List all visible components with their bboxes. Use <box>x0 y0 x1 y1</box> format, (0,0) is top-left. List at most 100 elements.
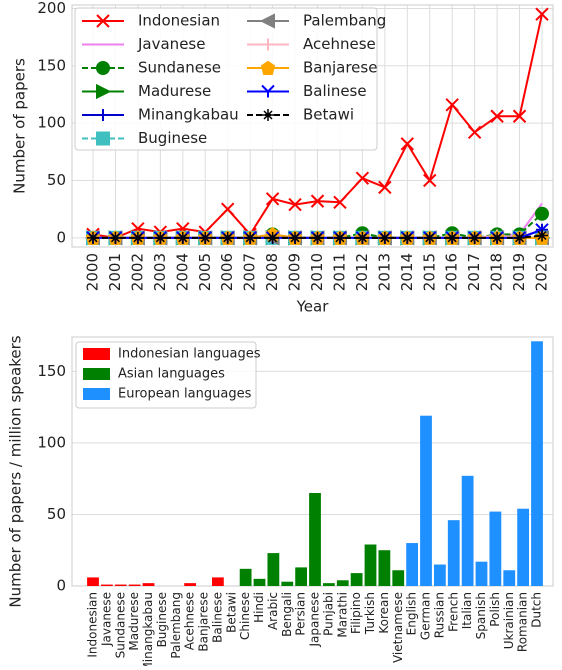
y-tick-label: 150 <box>37 56 66 74</box>
x-axis-label: Year <box>296 298 330 316</box>
x-tick-label: Persian <box>294 592 308 636</box>
marker <box>259 13 275 29</box>
marker <box>423 231 436 244</box>
marker <box>199 231 212 244</box>
marker <box>265 192 280 206</box>
bar <box>114 584 127 586</box>
marker <box>490 109 504 123</box>
bar <box>503 570 516 586</box>
marker <box>400 137 415 151</box>
y-tick-label: 50 <box>47 505 66 523</box>
marker <box>289 231 302 244</box>
x-tick-label: 2013 <box>375 253 393 291</box>
marker <box>468 231 481 244</box>
x-tick-label: 2012 <box>353 253 371 291</box>
marker <box>401 231 414 244</box>
x-tick-label: 2001 <box>106 253 124 291</box>
marker <box>262 38 274 51</box>
marker <box>378 231 391 244</box>
marker <box>262 109 274 121</box>
x-tick-label: 2019 <box>510 253 528 291</box>
bar <box>309 492 321 586</box>
x-tick-label: 2018 <box>488 253 506 291</box>
x-tick-label: Betawi <box>224 592 238 633</box>
bar <box>461 475 474 586</box>
bar <box>142 583 155 586</box>
legend-label: Sundanese <box>138 59 221 77</box>
marker <box>491 231 504 244</box>
marker <box>535 206 549 221</box>
marker <box>220 202 235 216</box>
x-tick-label: Hindi <box>252 592 266 623</box>
x-tick-label: Balinese <box>210 592 224 643</box>
bar <box>184 583 197 586</box>
x-tick-label: Palembang <box>169 592 183 659</box>
legend-box <box>74 7 378 151</box>
bar <box>100 584 113 586</box>
x-tick-label: Ukrainian <box>502 592 516 649</box>
x-tick-label: Polish <box>488 592 502 627</box>
y-tick-label: 150 <box>37 362 66 380</box>
bar <box>281 581 294 586</box>
marker <box>513 231 526 244</box>
legend-label: Betawi <box>303 106 354 124</box>
legend-label: Minangkabau <box>138 106 239 124</box>
marker <box>221 231 234 244</box>
bar <box>322 583 335 586</box>
marker <box>467 125 482 140</box>
bar <box>239 568 252 586</box>
x-tick-label: 2011 <box>330 253 348 291</box>
bar <box>267 553 280 586</box>
y-axis-label: Number of papers <box>11 58 29 194</box>
legend-swatch <box>83 388 110 400</box>
bar <box>489 511 502 586</box>
marker <box>356 231 369 244</box>
x-tick-label: German <box>419 592 433 640</box>
bar <box>336 580 349 586</box>
legend-label: Buginese <box>138 129 207 147</box>
x-tick-label: Japanese <box>308 592 322 648</box>
legend-label: Madurese <box>138 82 211 100</box>
marker <box>109 231 122 244</box>
legend-label: Indonesian <box>138 12 220 30</box>
bar <box>253 578 266 586</box>
x-tick-label: Dutch <box>530 592 544 628</box>
marker <box>310 194 325 208</box>
marker <box>260 60 276 75</box>
bar <box>420 415 432 586</box>
x-tick-label: 2015 <box>420 253 438 291</box>
plot-frame <box>71 4 554 248</box>
marker <box>446 231 459 244</box>
x-tick-label: Indonesian <box>86 592 100 658</box>
marker <box>87 231 99 244</box>
x-tick-label: Buginese <box>155 592 169 647</box>
marker <box>378 180 392 195</box>
marker <box>288 197 302 212</box>
x-tick-label: Punjabi <box>321 592 335 636</box>
bar <box>211 577 224 586</box>
bar <box>392 570 405 586</box>
marker <box>355 171 370 185</box>
x-tick-label: Javanese <box>99 592 113 647</box>
y-tick-label: 0 <box>56 228 66 246</box>
marker <box>154 231 167 244</box>
x-tick-label: 2010 <box>308 253 326 291</box>
bar <box>475 561 488 586</box>
legend-label: European languages <box>118 387 252 402</box>
marker <box>445 98 459 112</box>
legend-label: Balinese <box>303 82 367 100</box>
x-tick-label: 2008 <box>263 253 281 291</box>
x-tick-label: Sundanese <box>113 592 127 658</box>
x-tick-label: 2020 <box>533 253 551 291</box>
x-tick-label: 2002 <box>128 253 146 291</box>
bar <box>87 577 99 586</box>
marker <box>96 61 110 75</box>
marker <box>311 231 324 244</box>
y-tick-label: 100 <box>37 114 66 132</box>
marker <box>512 109 527 123</box>
x-tick-label: 2004 <box>173 253 191 291</box>
x-tick-label: 2005 <box>196 253 214 291</box>
x-tick-label: Arabic <box>266 592 280 630</box>
y-axis-label: Number of papers / million speakers <box>7 335 25 607</box>
